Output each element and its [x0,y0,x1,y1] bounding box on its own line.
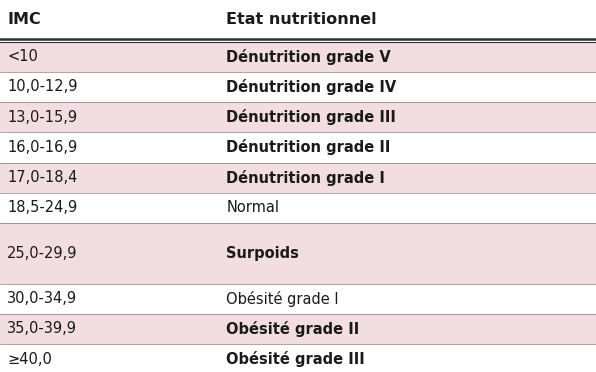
Bar [0,223,596,283]
Text: <10: <10 [7,49,38,64]
Bar [0,344,596,372]
Bar [0,193,596,223]
Text: Etat nutritionnel: Etat nutritionnel [226,12,377,27]
Bar [0,102,596,132]
Bar [0,132,596,163]
Bar [0,42,596,72]
Text: Dénutrition grade V: Dénutrition grade V [226,49,391,65]
Text: Surpoids: Surpoids [226,246,299,261]
Text: Obésité grade II: Obésité grade II [226,321,360,337]
Text: Dénutrition grade II: Dénutrition grade II [226,140,391,155]
Text: Dénutrition grade IV: Dénutrition grade IV [226,79,397,95]
Text: 13,0-15,9: 13,0-15,9 [7,110,77,125]
Text: 16,0-16,9: 16,0-16,9 [7,140,77,155]
Text: 25,0-29,9: 25,0-29,9 [7,246,77,261]
Text: Dénutrition grade I: Dénutrition grade I [226,170,386,186]
Text: 18,5-24,9: 18,5-24,9 [7,201,77,215]
Bar [0,283,596,314]
Text: Normal: Normal [226,201,280,215]
Text: ≥40,0: ≥40,0 [7,352,52,367]
Text: 10,0-12,9: 10,0-12,9 [7,79,77,94]
Bar [0,163,596,193]
Text: 35,0-39,9: 35,0-39,9 [7,321,77,336]
Text: Obésité grade I: Obésité grade I [226,291,339,307]
Text: Obésité grade III: Obésité grade III [226,351,365,367]
Text: Dénutrition grade III: Dénutrition grade III [226,109,396,125]
Text: 30,0-34,9: 30,0-34,9 [7,291,77,306]
Text: IMC: IMC [7,12,41,27]
Bar [0,72,596,102]
Text: 17,0-18,4: 17,0-18,4 [7,170,77,185]
Bar [0,314,596,344]
Bar [0,0,596,39]
